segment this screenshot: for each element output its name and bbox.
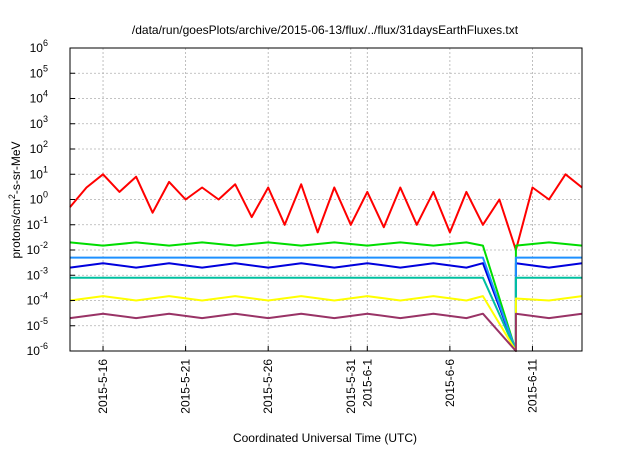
y-tick-label-exponent: -3	[40, 265, 48, 275]
y-tick-label: 10-1	[27, 215, 48, 232]
y-tick-label-base: 10	[27, 243, 41, 257]
x-tick-label: 2015-6-6	[443, 359, 457, 407]
y-tick-label-exponent: 2	[43, 139, 48, 149]
y-axis-label-prefix: protons/cm	[9, 199, 23, 258]
x-tick-label: 2015-5-26	[261, 359, 275, 414]
y-tick-label: 106	[30, 38, 48, 55]
y-axis-label: protons/cm2-s-sr-MeV	[7, 141, 23, 258]
y-tick-label: 102	[30, 139, 48, 156]
y-tick-label: 103	[30, 114, 48, 131]
y-tick-label-base: 10	[30, 92, 44, 106]
x-tick-label: 2015-5-16	[96, 359, 110, 414]
y-tick-label-exponent: 5	[43, 63, 48, 73]
y-tick-label: 10-4	[27, 291, 48, 308]
x-axis: 2015-5-16 2015-5-21 2015-5-26 2015-5-31 2015…	[96, 346, 539, 414]
y-axis-label-sup: 2	[7, 194, 17, 199]
y-tick-label-base: 10	[30, 193, 44, 207]
x-tick-label: 2015-6-1	[360, 359, 374, 407]
y-tick-label-exponent: 1	[43, 164, 48, 174]
y-tick-label-exponent: -4	[40, 291, 48, 301]
y-tick-label-exponent: -5	[40, 316, 48, 326]
y-tick-label: 101	[30, 164, 48, 181]
y-tick-label-base: 10	[30, 117, 44, 131]
y-tick-label-base: 10	[27, 344, 41, 358]
y-tick-label-exponent: 0	[43, 190, 48, 200]
y-axis: 10-610-510-410-310-210-11001011021031041…	[27, 38, 75, 358]
y-tick-label-exponent: -6	[40, 341, 48, 351]
x-tick-label: 2015-5-31	[344, 359, 358, 414]
y-tick-label: 10-2	[27, 240, 48, 257]
y-tick-label-exponent: 6	[43, 38, 48, 48]
x-tick-label: 2015-6-11	[525, 359, 539, 413]
x-axis-label: Coordinated Universal Time (UTC)	[233, 431, 417, 445]
chart-title: /data/run/goesPlots/archive/2015-06-13/f…	[132, 23, 519, 37]
y-axis-label-suffix: -s-sr-MeV	[9, 141, 23, 194]
y-tick-label-exponent: 3	[43, 114, 48, 124]
y-tick-label-base: 10	[30, 41, 44, 55]
y-tick-label-base: 10	[30, 66, 44, 80]
y-tick-label-base: 10	[30, 167, 44, 181]
y-tick-label-base: 10	[27, 268, 41, 282]
y-tick-label: 104	[30, 89, 48, 106]
y-tick-label: 10-6	[27, 341, 48, 358]
y-tick-label-exponent: -1	[40, 215, 48, 225]
series-line-1	[69, 173, 583, 251]
series-group	[69, 173, 583, 352]
y-tick-label-base: 10	[27, 294, 41, 308]
y-tick-label: 100	[30, 190, 48, 207]
y-tick-label-base: 10	[30, 142, 44, 156]
series-line-7	[69, 312, 583, 352]
y-tick-label-exponent: 4	[43, 89, 48, 99]
series-line-4	[70, 256, 582, 352]
y-tick-label-exponent: -2	[40, 240, 48, 250]
y-tick-label: 10-5	[27, 316, 48, 333]
x-tick-label: 2015-5-21	[179, 359, 193, 414]
y-tick-label-base: 10	[27, 218, 41, 232]
y-tick-label: 10-3	[27, 265, 48, 282]
y-tick-label-base: 10	[27, 319, 41, 333]
y-tick-label: 105	[30, 63, 48, 80]
